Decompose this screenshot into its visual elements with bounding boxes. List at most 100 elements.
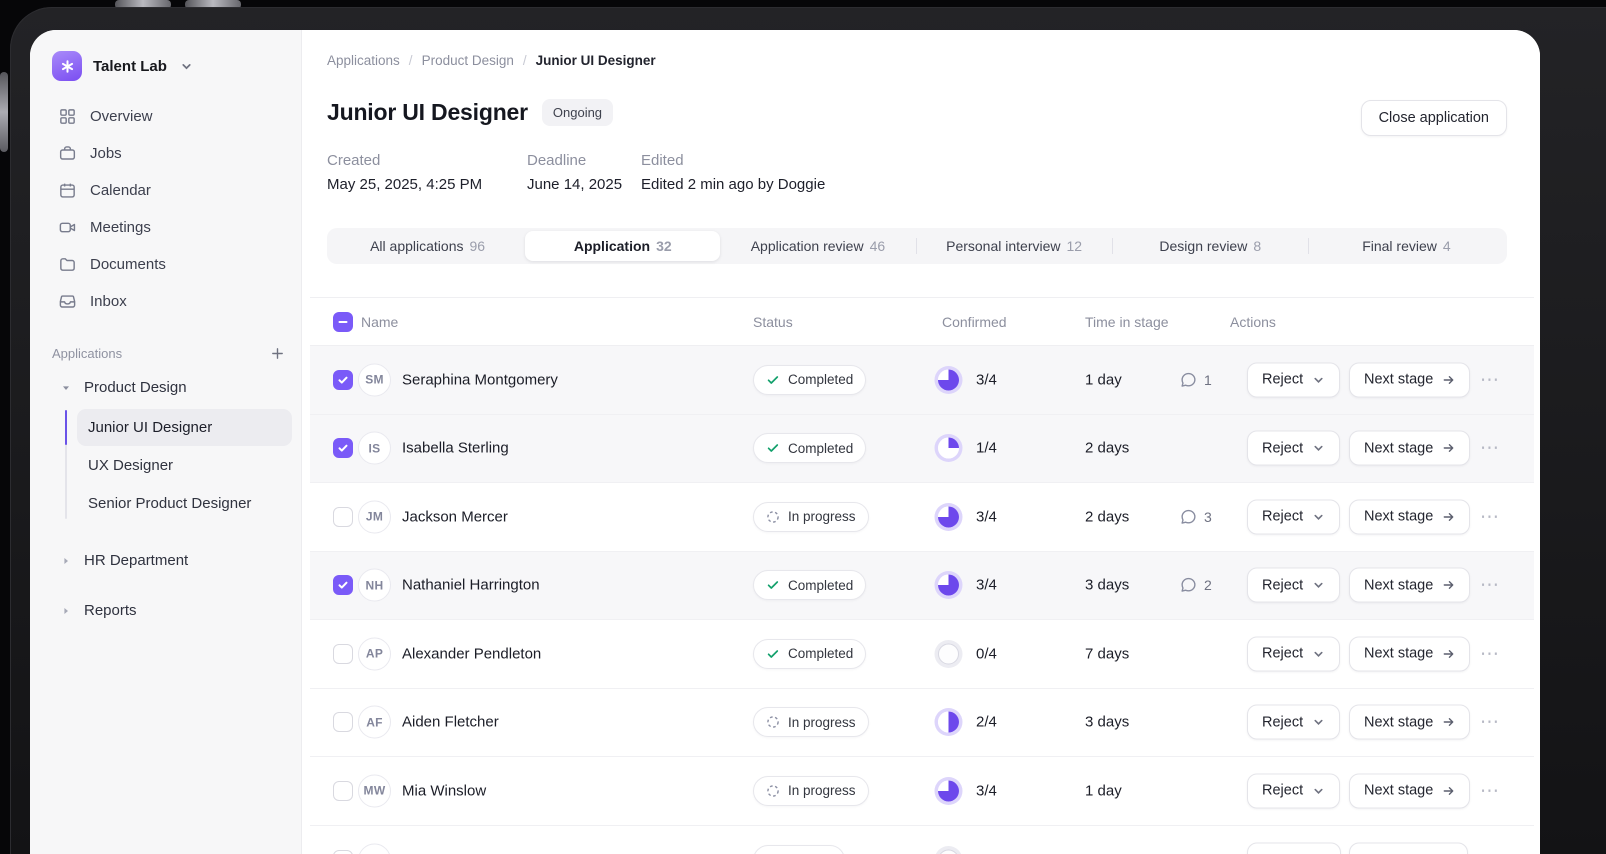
avatar: NH bbox=[358, 568, 391, 602]
select-all-checkbox[interactable] bbox=[333, 311, 353, 332]
row-checkbox[interactable] bbox=[333, 849, 353, 854]
tree-group-hr-department[interactable]: HR Department bbox=[30, 542, 301, 579]
next-stage-button[interactable]: Next stage bbox=[1349, 567, 1471, 603]
next-stage-button[interactable]: Next stage bbox=[1349, 773, 1471, 809]
tab-final-review[interactable]: Final review 4 bbox=[1309, 231, 1504, 261]
briefcase-icon bbox=[58, 144, 77, 163]
sidebar-item-inbox[interactable]: Inbox bbox=[30, 283, 301, 320]
row-more-menu[interactable]: ⋯ bbox=[1480, 437, 1501, 459]
reject-label: Reject bbox=[1262, 371, 1304, 388]
sidebar-item-label: Meetings bbox=[90, 219, 151, 236]
row-checkbox[interactable] bbox=[333, 643, 353, 664]
next-stage-button[interactable]: Next stage bbox=[1349, 499, 1471, 535]
main-content: Applications / Product Design / Junior U… bbox=[302, 30, 1540, 854]
sidebar: Talent Lab Overview Jobs Calendar Meetings D… bbox=[30, 30, 302, 854]
calendar-icon bbox=[58, 181, 77, 200]
row-checkbox[interactable] bbox=[333, 712, 353, 733]
sidebar-item-label: Inbox bbox=[90, 293, 127, 310]
applicant-name: Mia Winslow bbox=[402, 782, 487, 800]
sidebar-item-junior-ui-designer[interactable]: Junior UI Designer bbox=[65, 409, 292, 446]
tree-group-reports[interactable]: Reports bbox=[30, 592, 301, 629]
status-label: Completed bbox=[788, 372, 854, 388]
table-row: IS Isabella Sterling Completed 1/4 2 days Rej… bbox=[310, 414, 1534, 483]
reject-label: Reject bbox=[1262, 714, 1304, 731]
reject-button[interactable]: Reject bbox=[1247, 636, 1341, 672]
row-more-menu[interactable]: ⋯ bbox=[1480, 780, 1501, 802]
tab-divider bbox=[1307, 238, 1309, 254]
row-checkbox[interactable] bbox=[333, 575, 353, 596]
sidebar-item-calendar[interactable]: Calendar bbox=[30, 172, 301, 209]
row-more-menu[interactable]: ⋯ bbox=[1480, 643, 1501, 665]
next-stage-button[interactable]: Next stage bbox=[1349, 362, 1471, 398]
title-row: Junior UI Designer Ongoing bbox=[327, 99, 614, 126]
row-more-menu[interactable]: ⋯ bbox=[1480, 711, 1501, 733]
status-label: Completed bbox=[788, 646, 854, 662]
breadcrumb-product-design[interactable]: Product Design bbox=[421, 53, 514, 68]
grid-icon bbox=[58, 107, 77, 126]
avatar: JM bbox=[358, 500, 391, 534]
chevron-down-icon bbox=[1312, 510, 1325, 523]
tree-item-label: Junior UI Designer bbox=[88, 419, 213, 436]
reject-label: Reject bbox=[1262, 440, 1304, 457]
table-row: MW Mia Winslow In progress 3/4 1 day Reject Ne… bbox=[310, 757, 1534, 826]
table-header: Name Status Confirmed Time in stage Acti… bbox=[310, 297, 1534, 346]
workspace-switcher[interactable]: Talent Lab bbox=[52, 51, 193, 81]
comment-count[interactable]: 2 bbox=[1204, 577, 1212, 594]
tab-divider bbox=[915, 238, 917, 254]
comment-count[interactable]: 3 bbox=[1204, 508, 1212, 525]
row-more-menu[interactable]: ⋯ bbox=[1480, 369, 1501, 391]
breadcrumb-separator: / bbox=[522, 53, 527, 68]
next-stage-button[interactable]: Next stage bbox=[1349, 636, 1471, 672]
check-icon bbox=[766, 578, 780, 592]
reject-button[interactable]: Reject bbox=[1247, 567, 1341, 603]
tab-count: 8 bbox=[1253, 238, 1262, 254]
tree-group-label: HR Department bbox=[84, 552, 189, 569]
reject-button[interactable] bbox=[1247, 842, 1341, 854]
confirmed-pie-indicator bbox=[938, 849, 959, 854]
applicant-name: Nathaniel Harrington bbox=[402, 576, 540, 594]
next-stage-button[interactable]: Next stage bbox=[1349, 430, 1471, 466]
row-checkbox[interactable] bbox=[333, 780, 353, 801]
sidebar-item-label: Overview bbox=[90, 108, 153, 125]
comment-count[interactable]: 1 bbox=[1204, 371, 1212, 388]
next-stage-button[interactable] bbox=[1349, 842, 1468, 854]
confirmed-pie-indicator bbox=[938, 369, 959, 391]
tab-application[interactable]: Application 32 bbox=[525, 231, 721, 261]
row-checkbox[interactable] bbox=[333, 438, 353, 459]
time-in-stage: 1 day bbox=[1085, 371, 1122, 389]
confirmed-pie-indicator bbox=[938, 643, 959, 665]
breadcrumb-applications[interactable]: Applications bbox=[327, 53, 400, 68]
sidebar-item-documents[interactable]: Documents bbox=[30, 246, 301, 283]
next-stage-button[interactable]: Next stage bbox=[1349, 704, 1471, 740]
row-checkbox[interactable] bbox=[333, 369, 353, 390]
tab-all-applications[interactable]: All applications 96 bbox=[330, 231, 525, 261]
sidebar-item-senior-product-designer[interactable]: Senior Product Designer bbox=[77, 485, 292, 522]
reject-button[interactable]: Reject bbox=[1247, 704, 1341, 740]
reject-button[interactable]: Reject bbox=[1247, 430, 1341, 466]
tab-application-review[interactable]: Application review 46 bbox=[720, 231, 915, 261]
sidebar-item-overview[interactable]: Overview bbox=[30, 98, 301, 135]
row-checkbox[interactable] bbox=[333, 506, 353, 527]
add-application-button[interactable] bbox=[265, 341, 289, 365]
reject-button[interactable]: Reject bbox=[1247, 362, 1341, 398]
reject-button[interactable]: Reject bbox=[1247, 773, 1341, 809]
device-top-button-2 bbox=[185, 0, 241, 9]
close-application-button[interactable]: Close application bbox=[1360, 100, 1507, 136]
tab-label: Design review bbox=[1159, 238, 1248, 254]
page-title: Junior UI Designer bbox=[327, 99, 528, 125]
status-badge: Completed bbox=[753, 433, 867, 464]
tab-design-review[interactable]: Design review 8 bbox=[1113, 231, 1308, 261]
column-header-confirmed: Confirmed bbox=[942, 313, 1007, 330]
reject-button[interactable]: Reject bbox=[1247, 499, 1341, 535]
sidebar-item-ux-designer[interactable]: UX Designer bbox=[77, 447, 292, 484]
sidebar-item-meetings[interactable]: Meetings bbox=[30, 209, 301, 246]
confirmed-pie-indicator bbox=[938, 506, 959, 528]
row-more-menu[interactable]: ⋯ bbox=[1480, 506, 1501, 528]
meta-edited-label: Edited bbox=[641, 152, 684, 169]
sidebar-item-jobs[interactable]: Jobs bbox=[30, 135, 301, 172]
row-more-menu[interactable]: ⋯ bbox=[1480, 574, 1501, 596]
tree-group-product-design[interactable]: Product Design bbox=[30, 369, 301, 406]
tab-personal-interview[interactable]: Personal interview 12 bbox=[917, 231, 1112, 261]
sidebar-item-label: Jobs bbox=[90, 145, 122, 162]
